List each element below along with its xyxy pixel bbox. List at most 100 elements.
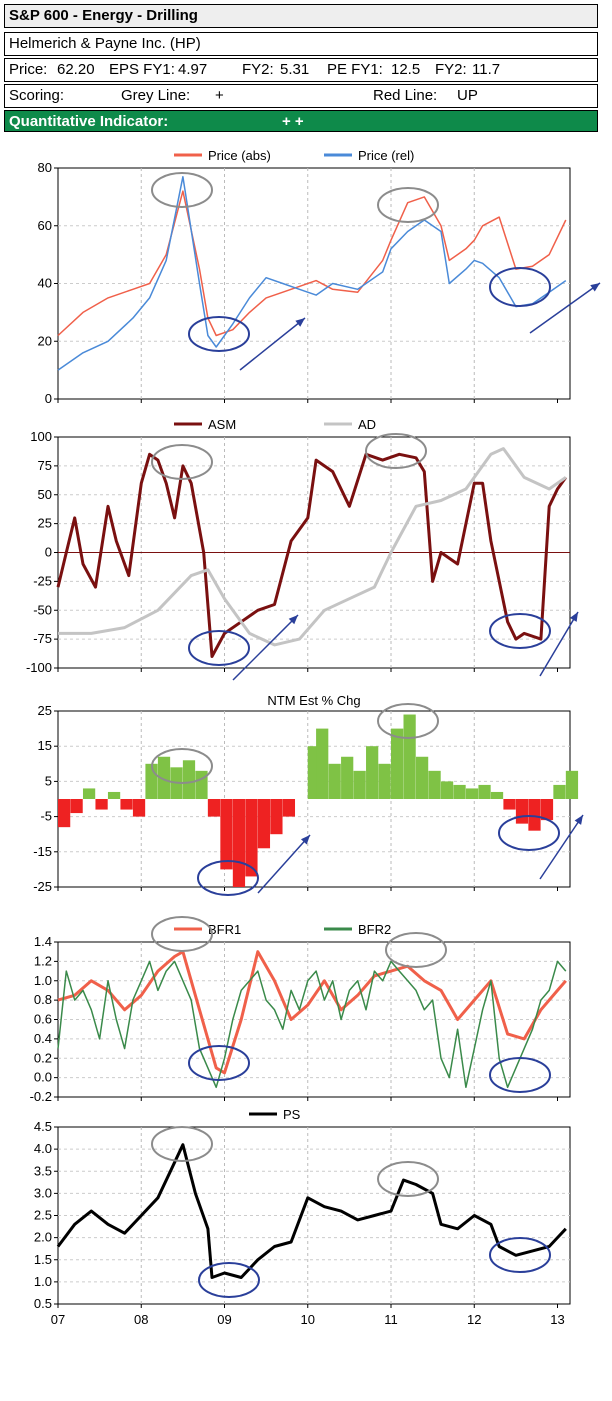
highlight-ellipse (151, 748, 213, 784)
p3-bar (440, 781, 454, 799)
trend-arrow (539, 814, 584, 880)
p1-legend-label-1: Price (abs) (208, 148, 271, 163)
p1-series-line-2 (57, 175, 567, 371)
scoring-label: Scoring: (9, 87, 65, 104)
scoring-bar: Scoring: Grey Line: + Red Line: UP (4, 84, 598, 108)
p3-bar (503, 799, 516, 810)
p2-y-tick-label: 0 (45, 545, 52, 560)
p3-bar (257, 799, 271, 849)
p3-bar (232, 799, 246, 887)
p2-y-tick-label: -75 (33, 631, 52, 646)
company-bar: Helmerich & Payne Inc. (HP) (4, 32, 598, 56)
p3-bar (366, 746, 379, 799)
trend-arrow-head (295, 318, 305, 327)
eps-fy1-label: EPS FY1: (109, 61, 175, 78)
p1-legend-label-2: Price (rel) (358, 148, 414, 163)
quant-indicator-label: Quantitative Indicator: (9, 113, 169, 130)
p3-bar (107, 791, 121, 799)
highlight-ellipse (377, 1161, 439, 1197)
p1-y-tick-label: 40 (38, 276, 52, 291)
grey-line-label: Grey Line: (121, 87, 191, 104)
p5-y-tick-label: 0.5 (34, 1296, 52, 1311)
p4-series-line-1 (57, 950, 567, 1075)
p3-y-tick-label: -25 (33, 879, 52, 894)
p4-y-tick-label: 0.8 (34, 992, 52, 1007)
p4-y-tick-label: 1.2 (34, 953, 52, 968)
highlight-ellipse (151, 172, 213, 208)
p4-y-tick-label: 0.0 (34, 1070, 52, 1085)
p4-y-tick-label: 0.4 (34, 1031, 52, 1046)
p4-series-line-2 (57, 960, 567, 1089)
index-title-bar: S&P 600 - Energy - Drilling (4, 4, 598, 28)
p3-bar (132, 799, 146, 817)
highlight-ellipse (151, 916, 213, 952)
x-tick-label: 12 (467, 1312, 481, 1327)
pe-fy2-label: FY2: (435, 61, 467, 78)
quant-indicator-bar: Quantitative Indicator: + + (4, 110, 598, 132)
eps-fy1-value: 4.97 (178, 61, 208, 78)
p3-bar (565, 770, 579, 799)
p1-y-tick-label: 60 (38, 218, 52, 233)
p3-bar (428, 770, 441, 799)
trend-arrow (239, 317, 306, 371)
pe-fy2-value: 11.7 (472, 61, 501, 78)
p3-bar (515, 799, 529, 824)
trend-arrow (257, 834, 311, 894)
p3-bar (478, 784, 491, 799)
p5-y-tick-label: 2.0 (34, 1230, 52, 1245)
grey-line-value: + (215, 87, 224, 104)
p3-bar (528, 799, 541, 831)
trend-arrow-head (569, 612, 578, 622)
p3-y-tick-label: -5 (40, 809, 52, 824)
p5-y-tick-label: 3.0 (34, 1185, 52, 1200)
p3-bar (82, 788, 96, 799)
p5-y-tick-label: 1.0 (34, 1274, 52, 1289)
trend-arrow-head (288, 615, 298, 625)
p3-bar (58, 799, 71, 828)
p2-series-line-1 (56, 452, 568, 658)
highlight-ellipse (377, 187, 439, 223)
index-title: S&P 600 - Energy - Drilling (9, 7, 198, 24)
x-tick-label: 11 (384, 1312, 398, 1327)
p3-bar (182, 760, 196, 799)
price-label: Price: (9, 61, 48, 78)
p3-bar (120, 799, 133, 810)
p5-y-tick-label: 4.5 (34, 1119, 52, 1134)
eps-fy2-label: FY2: (242, 61, 274, 78)
p4-y-tick-label: 0.2 (34, 1050, 52, 1065)
p4-plot-frame (57, 941, 571, 1098)
p5-y-tick-label: 2.5 (34, 1208, 52, 1223)
p3-bar (465, 788, 479, 799)
x-tick-label: 08 (134, 1312, 148, 1327)
trend-arrow (539, 611, 579, 677)
p3-bar (195, 770, 208, 799)
pe-fy1-value: 12.5 (391, 61, 421, 78)
p3-bar (341, 756, 354, 799)
highlight-ellipse (188, 316, 250, 352)
red-line-label: Red Line: (373, 87, 438, 104)
p3-bar (415, 756, 429, 799)
metrics-bar: Price: 62.20 EPS FY1: 4.97 FY2: 5.31 PE … (4, 58, 598, 82)
p5-y-tick-label: 4.0 (34, 1141, 52, 1156)
p5-series-line-1 (56, 1143, 567, 1279)
trend-arrow (232, 614, 299, 681)
highlight-ellipse (365, 433, 427, 469)
p3-bar (95, 799, 108, 810)
highlight-ellipse (377, 703, 439, 739)
trend-arrow-head (300, 835, 310, 845)
p4-y-tick-label: -0.2 (30, 1089, 52, 1104)
p3-bar (490, 791, 504, 799)
p3-y-tick-label: -15 (33, 844, 52, 859)
highlight-ellipse (188, 1045, 250, 1081)
p5-y-tick-label: 3.5 (34, 1163, 52, 1178)
x-tick-label: 10 (301, 1312, 315, 1327)
p3-bar (70, 799, 83, 814)
p3-bar (282, 799, 296, 817)
highlight-ellipse (489, 1057, 551, 1093)
highlight-ellipse (151, 444, 213, 480)
highlight-ellipse (489, 267, 551, 307)
eps-fy2-value: 5.31 (280, 61, 310, 78)
p3-bar (157, 756, 171, 799)
price-value: 62.20 (57, 61, 95, 78)
p3-bar (553, 784, 566, 799)
